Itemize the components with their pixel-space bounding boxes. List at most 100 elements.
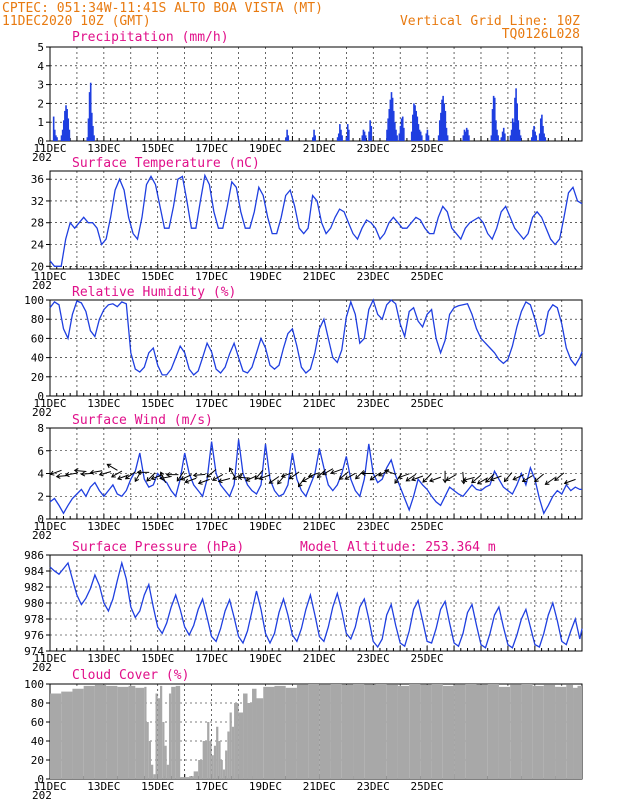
precip-bar [542,125,544,141]
wind-arrow-shaft [545,477,556,485]
precip-bar [346,124,349,141]
rh-series-line [49,298,583,376]
cloud-xtick-label: 25DEC [411,780,444,793]
press-xtick-label: 21DEC [303,652,336,665]
precip-bar [362,129,365,141]
press-ytick-label: 974 [24,645,44,658]
wind-arrow-head [394,479,399,484]
wind-xtick-label: 17DEC [195,520,228,533]
rh-xtick-label: 11DEC [33,397,66,410]
precip-bar [496,129,498,141]
cloud-bar [151,764,154,779]
wind-arrow-head [322,470,327,476]
rh-ytick-label: 100 [24,294,44,307]
wind-arrow-shaft [111,470,123,478]
wind-arrow-head [117,475,122,481]
wind-arrow-head [237,474,243,481]
precip-bar [391,97,394,141]
precip-bar [490,135,493,141]
precip-ytick-label: 0 [37,135,44,148]
precip-bar [417,124,420,141]
wind-arrow-shaft [65,472,78,476]
wind-arrow-shaft [212,473,224,481]
header-model-id: TQ0126L028 [502,27,580,42]
press-ytick-label: 982 [24,581,44,594]
wind-arrow-head [476,479,482,485]
precip-bar [91,112,93,141]
precip-bar [421,135,423,141]
precip-bar [412,114,414,141]
wind-arrow-head [297,482,303,488]
cloud-bar [375,684,387,779]
precip-xtick-label: 13DEC [87,142,120,155]
precip-panel-title: Precipitation (mm/h) [72,30,229,45]
wind-arrow-head [258,475,264,481]
precip-bar [337,133,340,141]
wind-arrow-head [159,475,164,481]
rh-xtick-label: 15DEC [141,397,174,410]
precip-bar [341,135,343,141]
precip-bar [441,99,443,141]
header-station: CPTEC: 051:34W-11:41S ALTO BOA VISTA (MT… [2,1,323,16]
cloud-ytick-label: 60 [31,716,44,729]
wind-ytick-label: 4 [37,468,44,481]
wind-arrow-head [422,478,428,483]
wind-arrow-head [159,471,165,477]
temp-xtick-label: 25DEC [411,270,444,283]
cloud-year-label: 202 [32,789,52,800]
precip-bar [491,109,494,141]
wind-arrow-shaft [564,478,576,484]
cloud-bar [308,684,320,779]
cloud-bar [166,764,169,779]
precip-bar [501,131,504,141]
precip-bar [443,103,446,141]
press-series-line [49,560,583,649]
wind-arrow-head [355,474,360,480]
wind-arrow-head [384,469,390,474]
wind-arrow-head [134,477,140,483]
press-ytick-label: 978 [24,613,44,626]
wind-arrow-shaft [522,475,533,482]
wind-arrow-head [124,474,130,480]
press-panel-title: Surface Pressure (hPa) [72,540,244,555]
precip-bar [419,131,422,141]
wind-arrow-head [397,474,403,480]
precip-bar [386,129,388,141]
wind-arrow-head [554,476,559,481]
press-xtick-label: 19DEC [249,652,282,665]
panel-rh: 0 20 40 60 80 100 11DEC 13DEC 15DEC 17DEC 19DEC 21D… [24,285,583,419]
temp-xtick-label: 23DEC [357,270,390,283]
precip-bar [437,135,440,141]
precip-bar [396,135,398,141]
wind-arrow-head [512,475,518,481]
press-xtick-label: 23DEC [357,652,390,665]
precip-bar [65,105,67,141]
cloud-ytick-label: 40 [31,735,44,748]
wind-arrow-shaft [245,475,257,482]
header-run-time: 11DEC2020 10Z (GMT) [2,14,151,29]
wind-arrow-head [544,480,550,485]
wind-arrow-head [64,472,70,478]
precip-bar [415,110,417,141]
precip-bar [517,120,520,141]
panel-temp: 20 24 28 32 36 11DEC 13DEC 15DEC 17DEC 19DEC 21DEC… [31,156,583,292]
precip-bar [492,95,495,141]
wind-arrow-head [254,475,260,481]
wind-ytick-label: 0 [37,513,44,526]
precip-bar [534,131,536,141]
wind-arrow-head [521,477,527,483]
wind-arrow-shaft [513,474,525,481]
cloud-bar [442,685,455,779]
rh-year-label: 202 [32,406,52,419]
wind-arrow-head [165,472,171,478]
precip-bar [369,120,371,141]
press-year-label: 202 [32,661,52,674]
wind-arrow-head [180,475,186,481]
cloud-xtick-label: 19DEC [249,780,282,793]
precip-bar [442,95,444,141]
precip-bar [413,103,415,141]
wind-arrow-shaft [185,477,197,483]
cloud-bar [225,750,228,779]
wind-arrow-head [80,471,86,477]
